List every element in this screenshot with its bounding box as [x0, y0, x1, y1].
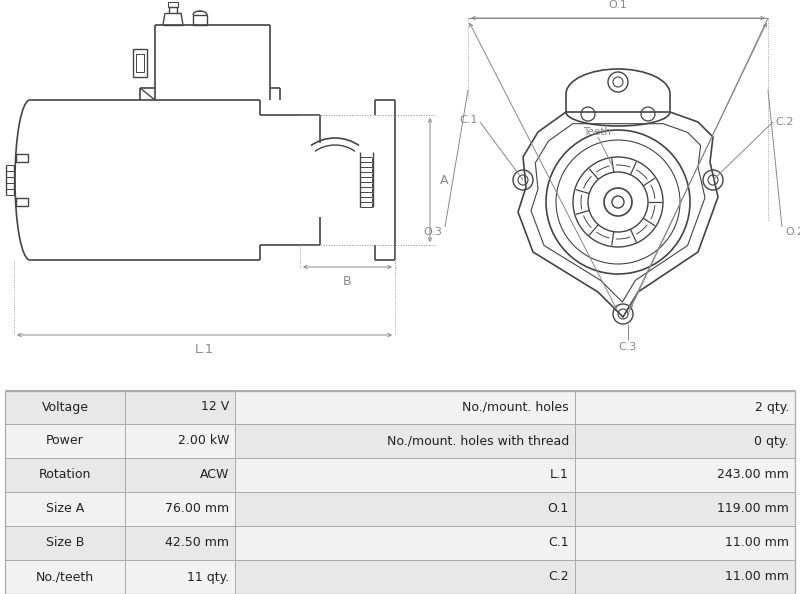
Bar — [5, 424, 235, 458]
Text: Size A: Size A — [46, 503, 84, 516]
Text: Voltage: Voltage — [42, 400, 89, 413]
Text: O.2: O.2 — [785, 227, 800, 237]
Text: Size B: Size B — [46, 536, 84, 549]
Bar — [235, 390, 795, 424]
Text: No./teeth: No./teeth — [36, 570, 94, 583]
Bar — [16, 154, 28, 162]
Bar — [235, 424, 795, 458]
Text: Rotation: Rotation — [39, 469, 91, 482]
Text: O.1: O.1 — [548, 503, 569, 516]
Text: A: A — [440, 173, 449, 187]
Text: L.1: L.1 — [195, 343, 214, 356]
Text: 76.00 mm: 76.00 mm — [165, 503, 229, 516]
Text: O.1: O.1 — [609, 0, 627, 10]
Bar — [235, 560, 795, 594]
Text: 12 V: 12 V — [201, 400, 229, 413]
Text: 11.00 mm: 11.00 mm — [725, 536, 789, 549]
Text: 0 qty.: 0 qty. — [754, 434, 789, 447]
Bar — [5, 492, 235, 526]
Bar — [235, 492, 795, 526]
Text: 2 qty.: 2 qty. — [754, 400, 789, 413]
Text: Power: Power — [46, 434, 84, 447]
Bar — [5, 526, 235, 560]
Bar — [168, 2, 178, 7]
Text: 11 qty.: 11 qty. — [186, 570, 229, 583]
Bar — [235, 458, 795, 492]
Text: C.2: C.2 — [548, 570, 569, 583]
Bar — [16, 198, 28, 206]
Bar — [133, 49, 147, 77]
Text: No./mount. holes: No./mount. holes — [462, 400, 569, 413]
Text: No./mount. holes with thread: No./mount. holes with thread — [386, 434, 569, 447]
Text: 11.00 mm: 11.00 mm — [725, 570, 789, 583]
Text: 2.00 kW: 2.00 kW — [178, 434, 229, 447]
Text: C.1: C.1 — [548, 536, 569, 549]
Text: L.1: L.1 — [550, 469, 569, 482]
Bar — [193, 15, 207, 25]
Text: 119.00 mm: 119.00 mm — [717, 503, 789, 516]
Text: 42.50 mm: 42.50 mm — [165, 536, 229, 549]
Text: C.1: C.1 — [460, 115, 478, 125]
Text: ACW: ACW — [200, 469, 229, 482]
Text: 243.00 mm: 243.00 mm — [717, 469, 789, 482]
Text: O.3: O.3 — [423, 227, 442, 237]
Text: B: B — [343, 275, 352, 288]
Bar — [136, 53, 144, 71]
Bar — [235, 526, 795, 560]
Bar — [5, 560, 235, 594]
Text: C.2: C.2 — [775, 117, 794, 127]
Bar — [5, 458, 235, 492]
Text: Teeth: Teeth — [583, 127, 611, 137]
Bar — [5, 390, 235, 424]
Text: C.3: C.3 — [619, 342, 637, 352]
